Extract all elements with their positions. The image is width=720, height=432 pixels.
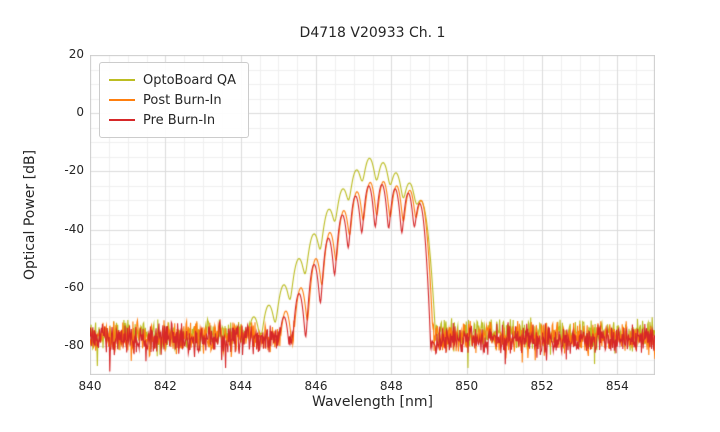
y-tick-label: -60 bbox=[64, 279, 84, 294]
legend-entry-optoboard-qa: OptoBoard QA bbox=[109, 70, 236, 90]
legend-line-post-burn-in-icon bbox=[109, 99, 135, 101]
x-tick-label: 846 bbox=[304, 379, 328, 393]
legend-entry-post-burn-in: Post Burn-In bbox=[109, 90, 236, 110]
x-tick-label: 848 bbox=[379, 379, 403, 393]
y-tick-label: -40 bbox=[64, 221, 84, 236]
y-tick-label: -80 bbox=[64, 337, 84, 352]
chart-title: D4718 V20933 Ch. 1 bbox=[299, 25, 446, 41]
x-tick-label: 850 bbox=[455, 379, 479, 393]
x-tick-label: 840 bbox=[78, 379, 102, 393]
legend-entry-pre-burn-in: Pre Burn-In bbox=[109, 110, 236, 130]
x-tick-label: 844 bbox=[229, 379, 253, 393]
x-tick-label: 852 bbox=[530, 379, 554, 393]
y-tick-label: 20 bbox=[68, 47, 84, 61]
x-tick-label: 842 bbox=[153, 379, 177, 393]
legend-label-post-burn-in: Post Burn-In bbox=[143, 92, 222, 108]
x-axis-label: Wavelength [nm] bbox=[312, 394, 433, 410]
x-tick-label: 854 bbox=[605, 379, 629, 393]
legend: OptoBoard QA Post Burn-In Pre Burn-In bbox=[99, 62, 249, 138]
legend-label-pre-burn-in: Pre Burn-In bbox=[143, 112, 216, 128]
y-tick-label: -20 bbox=[64, 163, 84, 178]
legend-label-optoboard-qa: OptoBoard QA bbox=[143, 72, 236, 88]
legend-line-pre-burn-in-icon bbox=[109, 119, 135, 121]
y-tick-label: 0 bbox=[76, 105, 84, 120]
legend-line-optoboard-qa-icon bbox=[109, 79, 135, 81]
